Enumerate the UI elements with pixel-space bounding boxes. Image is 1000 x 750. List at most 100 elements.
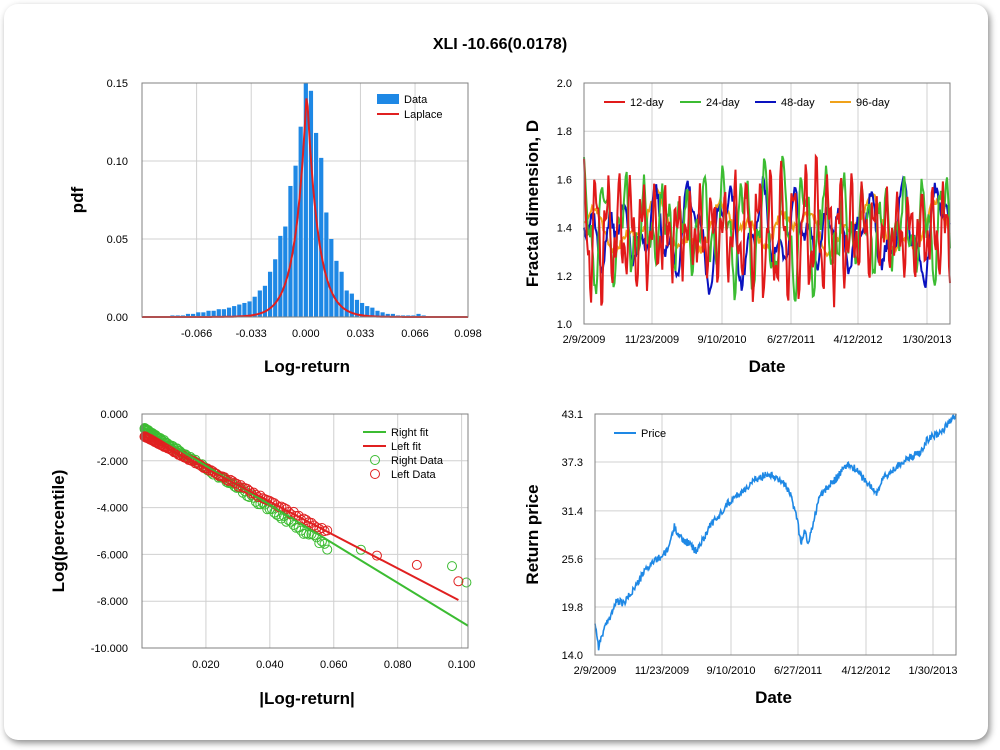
pdf-x-tick-label: 0.098 <box>454 328 482 340</box>
legend-label-right-fit: Right fit <box>391 427 428 439</box>
left-data-point <box>231 478 242 489</box>
right-fit-line <box>141 426 469 627</box>
pdf-x-tick-label: 0.000 <box>292 328 320 340</box>
fractal-y-tick-label: 1.4 <box>557 223 572 235</box>
legend-label-right-data: Right Data <box>391 455 444 467</box>
fractal-series-line-12-day <box>583 153 951 308</box>
price-legend-label: Price <box>641 428 666 440</box>
pdf-bar <box>380 312 385 317</box>
right-data-point <box>355 544 366 555</box>
price-x-tick-label: 2/9/2009 <box>574 665 617 677</box>
price-y-axis-label: Return price <box>523 484 542 584</box>
tail-y-tick-label: 0.000 <box>100 409 128 421</box>
tail-x-tick-label: 0.080 <box>384 659 412 671</box>
pdf-bar <box>324 212 329 317</box>
legend-label-left-data: Left Data <box>391 469 437 481</box>
pdf-y-axis-label: pdf <box>68 186 87 213</box>
fractal-plot-border <box>583 82 951 325</box>
pdf-bar <box>232 306 237 317</box>
fractal-y-tick-label: 1.2 <box>557 271 572 283</box>
price-y-tick-label: 31.4 <box>562 506 583 518</box>
left-data-point <box>309 520 320 531</box>
pdf-x-tick-label: 0.066 <box>401 328 429 340</box>
legend-label-data: Data <box>404 94 428 106</box>
pdf-bar <box>293 165 298 317</box>
left-data-point <box>453 576 464 587</box>
price-x-tick-label: 9/10/2010 <box>707 665 756 677</box>
price-x-tick-label: 6/27/2011 <box>774 665 822 677</box>
left-data-point <box>322 525 333 536</box>
price-y-tick-label: 19.8 <box>562 602 583 614</box>
pdf-bar <box>365 306 370 317</box>
fractal-y-tick-label: 1.8 <box>557 126 572 138</box>
fractal-x-tick-label: 6/27/2011 <box>767 334 815 346</box>
legend-swatch-data <box>377 94 399 104</box>
fractal-x-tick-label: 9/10/2010 <box>698 334 747 346</box>
left-data-point <box>301 515 312 526</box>
price-y-tick-label: 14.0 <box>562 650 583 662</box>
fractal-y-tick-label: 1.0 <box>557 319 572 331</box>
left-data-point <box>316 522 327 533</box>
right-data-point <box>461 577 472 588</box>
pdf-y-tick-label: 0.00 <box>107 312 128 324</box>
pdf-bar <box>267 271 273 317</box>
pdf-bar <box>257 290 262 317</box>
pdf-bar <box>349 293 354 317</box>
left-data-point <box>298 513 309 524</box>
pdf-histogram-panel: -0.066 -0.033 0.000 0.033 0.066 0.098 0.00 0.05… <box>68 78 482 376</box>
legend-label-left-fit: Left fit <box>391 441 421 453</box>
tail-y-tick-label: -2.000 <box>97 456 128 468</box>
figure-title: XLI -10.66(0.0178) <box>433 36 567 53</box>
pdf-bar <box>329 239 334 317</box>
pdf-bar <box>216 309 221 317</box>
pdf-bar <box>354 299 360 317</box>
tail-x-axis-label: |Log-return| <box>259 689 354 708</box>
price-x-tick-label: 11/23/2009 <box>635 665 689 677</box>
right-data-point <box>447 561 458 572</box>
fractal-y-tick-label: 2.0 <box>557 78 572 90</box>
tail-y-tick-label: -10.000 <box>91 643 128 655</box>
pdf-bar <box>196 312 201 317</box>
pdf-plot-border <box>141 82 469 318</box>
pdf-x-tick-label: 0.033 <box>347 328 375 340</box>
price-y-tick-label: 25.6 <box>562 554 583 566</box>
pdf-x-axis-label: Log-return <box>264 357 350 376</box>
fractal-legend-label: 12-day <box>630 97 664 109</box>
tail-y-tick-label: -6.000 <box>97 549 128 561</box>
pdf-bar <box>191 313 196 317</box>
fractal-legend-label: 48-day <box>781 97 815 109</box>
fractal-x-tick-label: 2/9/2009 <box>563 334 606 346</box>
pdf-x-tick-label: -0.066 <box>181 328 212 340</box>
pdf-bar <box>370 307 375 317</box>
tail-y-axis-label: Log(percentile) <box>49 470 68 593</box>
pdf-bar <box>339 271 344 317</box>
fractal-y-axis-label: Fractal dimension, D <box>523 120 542 287</box>
tail-y-tick-label: -4.000 <box>97 503 128 515</box>
right-data-point <box>296 525 307 536</box>
pdf-bar <box>334 260 339 317</box>
fractal-legend-label: 24-day <box>706 97 740 109</box>
pdf-bar <box>344 290 349 317</box>
pdf-bar <box>308 90 314 317</box>
tail-x-tick-label: 0.060 <box>320 659 348 671</box>
price-line <box>594 413 957 651</box>
pdf-bar <box>242 302 247 317</box>
pdf-bar <box>206 310 211 317</box>
pdf-bar <box>201 312 206 317</box>
pdf-bar <box>288 185 293 317</box>
price-y-tick-label: 43.1 <box>562 409 583 421</box>
pdf-y-tick-label: 0.05 <box>107 234 128 246</box>
pdf-bar <box>278 235 283 317</box>
pdf-bar <box>185 313 191 317</box>
tail-y-tick-label: -8.000 <box>97 596 128 608</box>
pdf-bar <box>303 83 308 317</box>
pdf-bar <box>247 301 252 317</box>
fractal-x-tick-label: 4/12/2012 <box>834 334 883 346</box>
pdf-bar <box>385 313 390 317</box>
price-x-tick-label: 1/30/2013 <box>909 665 958 677</box>
left-data-point <box>206 465 217 476</box>
price-x-tick-label: 4/12/2012 <box>842 665 891 677</box>
tail-plot-border <box>141 413 469 649</box>
pdf-x-tick-label: -0.033 <box>236 328 267 340</box>
